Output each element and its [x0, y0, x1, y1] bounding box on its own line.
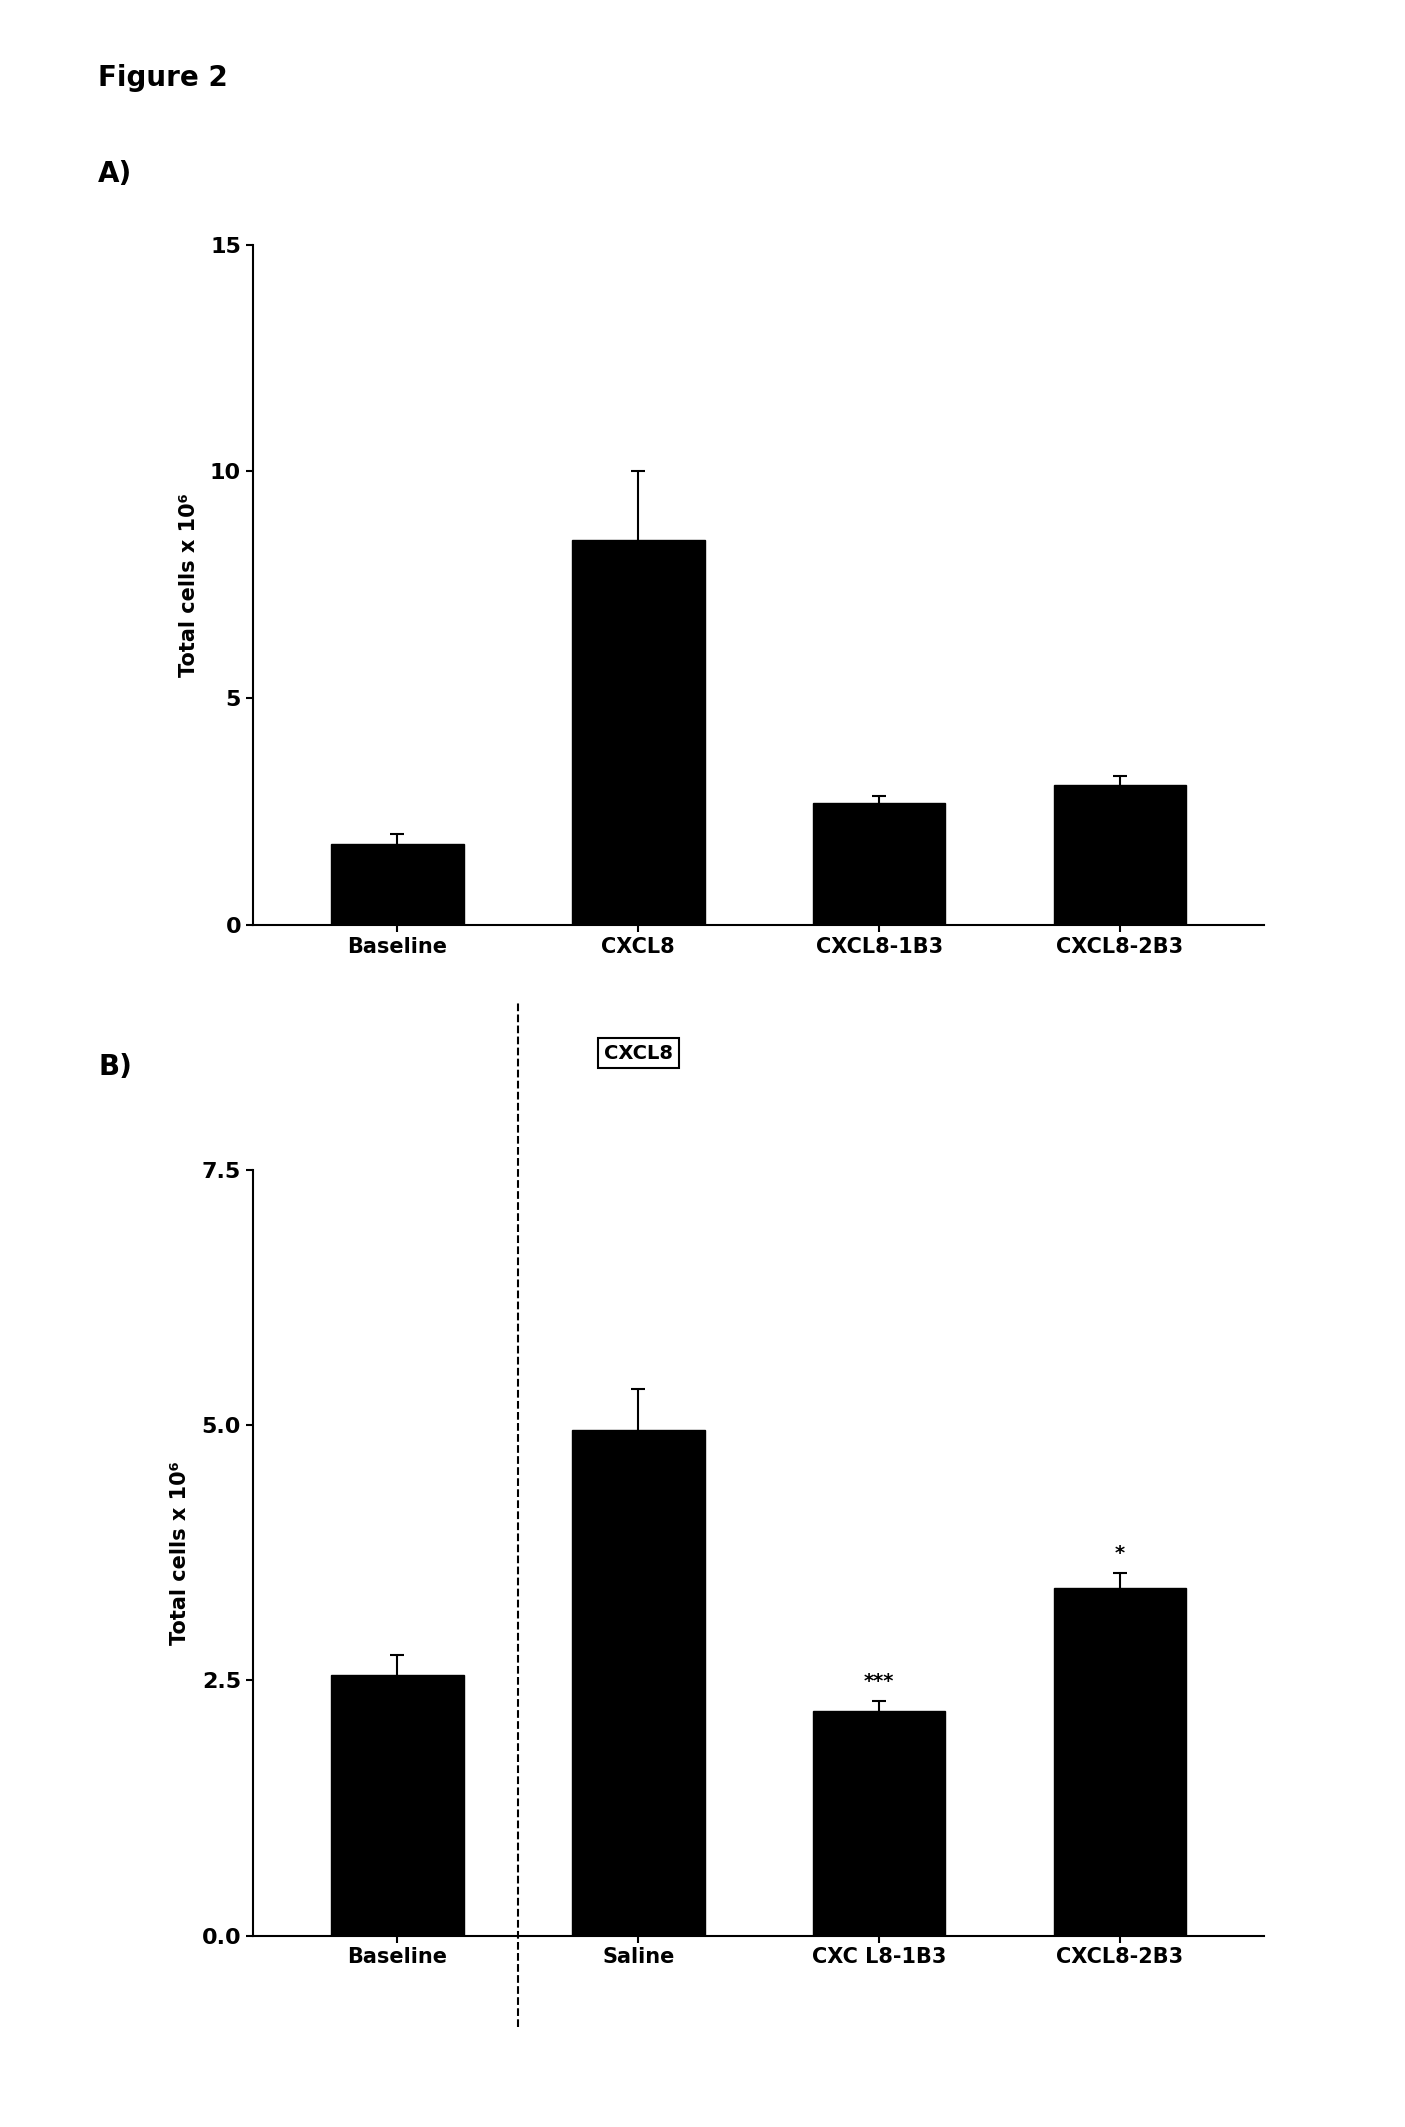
Text: B): B) — [98, 1053, 132, 1081]
Text: A): A) — [98, 160, 132, 187]
Text: CXCL8: CXCL8 — [604, 1044, 673, 1064]
Bar — [332, 844, 464, 925]
Bar — [572, 1429, 704, 1936]
Bar — [572, 540, 704, 925]
Bar — [1054, 785, 1186, 925]
Text: Figure 2: Figure 2 — [98, 64, 228, 91]
Y-axis label: Total cells x 10⁶: Total cells x 10⁶ — [170, 1461, 190, 1644]
Text: *: * — [1116, 1544, 1125, 1563]
Text: ***: *** — [864, 1672, 895, 1691]
Bar — [813, 1710, 946, 1936]
Bar — [1054, 1589, 1186, 1936]
Bar — [332, 1676, 464, 1936]
Y-axis label: Total cells x 10⁶: Total cells x 10⁶ — [178, 493, 200, 676]
Bar — [813, 802, 946, 925]
